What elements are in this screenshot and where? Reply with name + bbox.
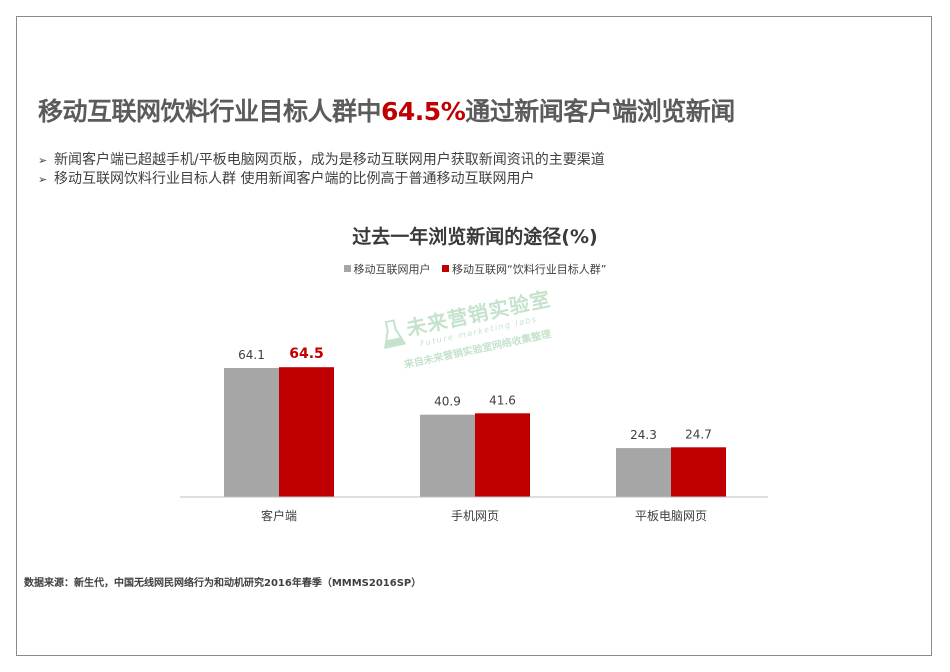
arrow-bullet-icon: ➢ [38,154,48,167]
category-label: 手机网页 [451,509,499,523]
watermark-logo: 未来营销实验室 Future marketing labs 来自未来营销实验室网… [378,283,559,375]
data-label: 64.1 [238,348,265,362]
data-label: 24.3 [630,428,657,442]
legend-swatch-gray [343,265,351,272]
legend-label: 移动互联网用户 [353,263,431,276]
bullet-text: 移动互联网饮料行业目标人群 使用新闻客户端的比例高于普通移动互联网用户 [54,171,535,187]
data-label: 24.7 [685,427,712,441]
bar-target [475,413,530,497]
headline-text-after: 通过新闻客户端浏览新闻 [465,97,735,126]
bullet-list: ➢ 新闻客户端已超越手机/平板电脑网页版，成为是移动互联网用户获取新闻资讯的主要渠… [38,151,605,189]
bar-general [224,368,279,497]
headline-highlight: 64.5% [381,97,466,126]
legend-item-general: 移动互联网用户 [343,261,431,277]
bullet-text: 新闻客户端已超越手机/平板电脑网页版，成为是移动互联网用户获取新闻资讯的主要渠道 [54,152,605,168]
data-label: 64.5 [289,346,324,362]
bar-target [279,367,334,497]
bar-general [420,414,475,497]
category-label: 平板电脑网页 [635,509,707,523]
bullet-item: ➢ 移动互联网饮料行业目标人群 使用新闻客户端的比例高于普通移动互联网用户 [38,170,605,189]
legend-item-target: 移动互联网“饮料行业目标人群” [442,261,606,277]
arrow-bullet-icon: ➢ [38,173,48,186]
data-source-note: 数据来源：新生代，中国无线网民网络行为和动机研究2016年春季（MMMS2016… [24,578,422,589]
slide-headline: 移动互联网饮料行业目标人群中64.5%通过新闻客户端浏览新闻 [38,92,735,128]
legend-swatch-red [442,265,450,272]
bar-general [616,448,671,497]
slide-frame [16,16,932,656]
category-label: 客户端 [261,508,297,523]
chart-title: 过去一年浏览新闻的途径(%) [352,226,598,248]
headline-text-before: 移动互联网饮料行业目标人群中 [38,97,382,126]
data-label: 41.6 [489,393,516,407]
flask-icon [383,319,407,350]
bullet-item: ➢ 新闻客户端已超越手机/平板电脑网页版，成为是移动互联网用户获取新闻资讯的主要渠… [38,151,605,170]
chart-legend: 移动互联网用户 移动互联网“饮料行业目标人群” [0,261,950,277]
data-label: 40.9 [434,395,461,409]
legend-label: 移动互联网“饮料行业目标人群” [452,263,607,276]
bar-target [671,447,726,497]
